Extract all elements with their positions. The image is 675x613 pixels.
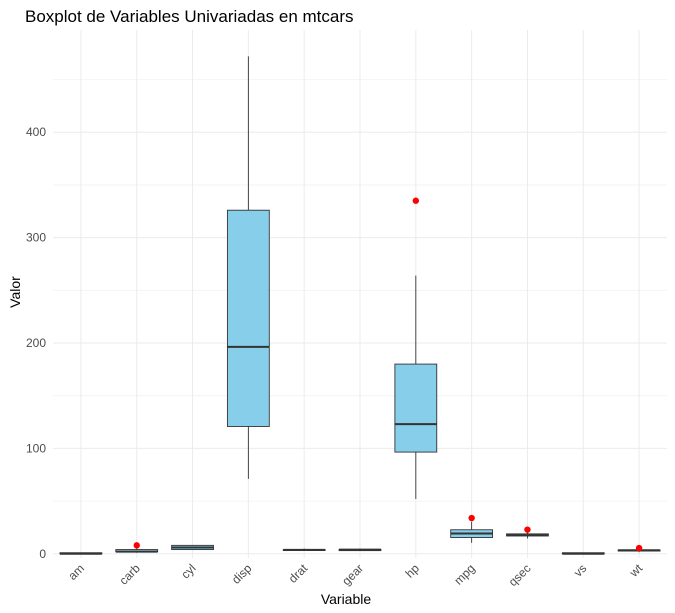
x-tick-label-carb: carb <box>116 561 143 588</box>
y-tick-label: 400 <box>26 125 46 139</box>
box-mpg <box>450 514 494 543</box>
box-iqr <box>226 209 270 427</box>
x-tick-label-cyl: cyl <box>178 561 198 581</box>
x-tick-label-vs: vs <box>571 561 589 579</box>
box-disp <box>226 56 270 479</box>
x-tick-label-mpg: mpg <box>451 561 477 587</box>
box-drat <box>282 548 326 551</box>
grid <box>53 30 667 558</box>
y-tick-label: 200 <box>26 336 46 350</box>
box-iqr <box>394 363 438 453</box>
outlier-point <box>468 514 475 522</box>
outlier-point <box>133 542 140 549</box>
box-wt <box>617 544 661 553</box>
outlier-point <box>635 544 643 552</box>
boxes <box>59 56 661 555</box>
x-axis-ticks: am carb cyl disp drat gear hp mpg qsec vs wt <box>65 561 645 589</box>
y-axis-title: Valor <box>7 276 23 308</box>
x-tick-label-hp: hp <box>403 561 423 581</box>
x-tick-label-disp: disp <box>229 561 255 587</box>
y-tick-label: 0 <box>39 547 46 561</box>
box-gear <box>338 548 382 552</box>
box-vs <box>561 552 605 555</box>
box-am <box>59 552 103 555</box>
x-tick-label-drat: drat <box>286 561 311 586</box>
y-tick-label: 100 <box>26 441 46 455</box>
y-axis-ticks: 0 100 200 300 400 <box>26 125 46 561</box>
outlier-point <box>412 197 420 204</box>
y-tick-label: 300 <box>26 231 46 245</box>
box-carb <box>115 542 159 553</box>
x-tick-label-am: am <box>65 561 87 583</box>
x-axis-title: Variable <box>321 591 372 607</box>
x-tick-label-wt: wt <box>626 561 646 581</box>
x-tick-label-gear: gear <box>339 561 366 588</box>
box-qsec <box>506 526 549 539</box>
box-cyl <box>171 544 214 551</box>
chart-title: Boxplot de Variables Univariadas en mtca… <box>25 7 354 26</box>
x-tick-label-qsec: qsec <box>506 561 534 589</box>
box-hp <box>394 197 438 499</box>
outlier-point <box>524 526 531 533</box>
